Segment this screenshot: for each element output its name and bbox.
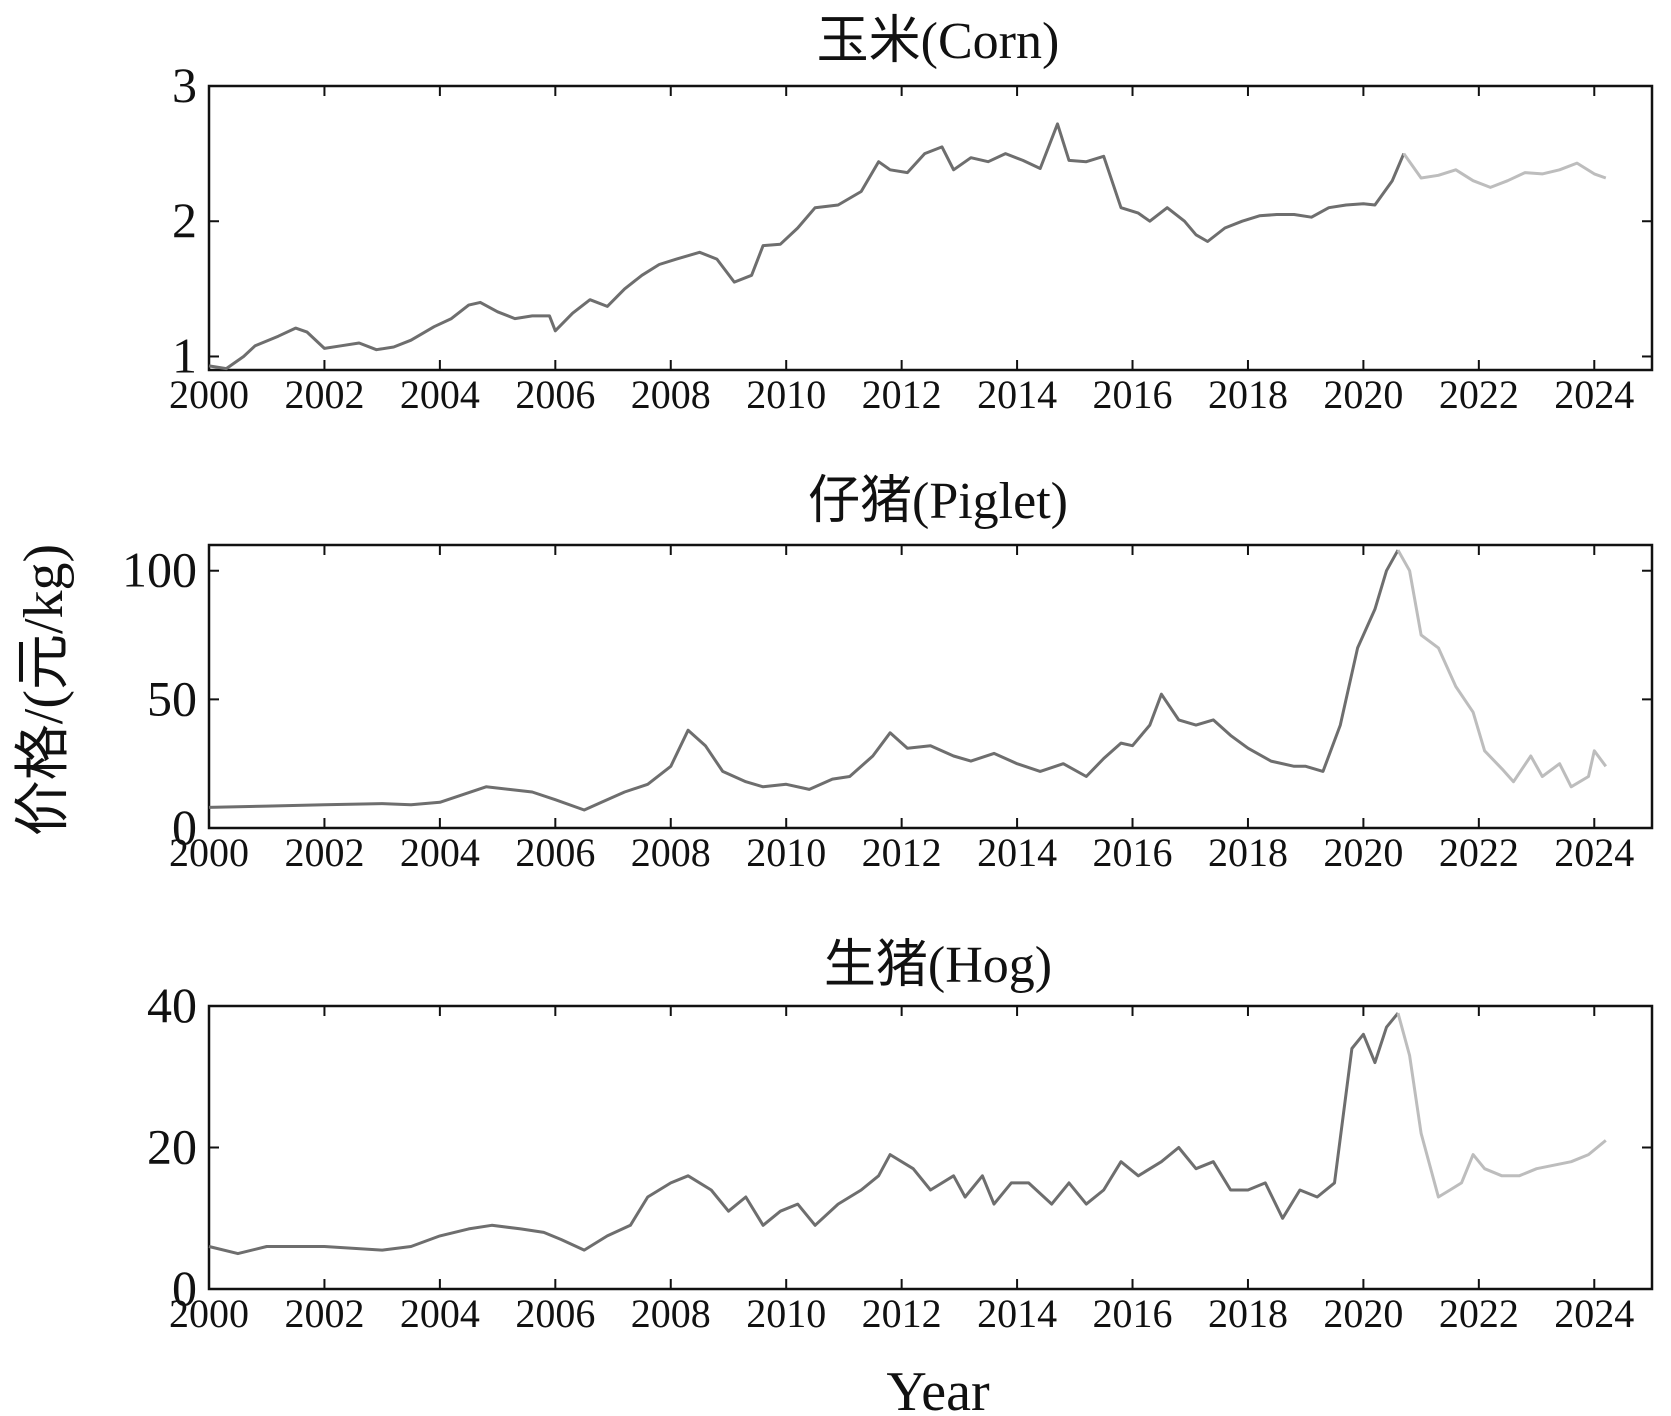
hog-panel-title: 生猪(Hog) — [824, 937, 1052, 994]
corn-y-tick-label: 2 — [172, 192, 197, 248]
corn-x-tick-label: 2014 — [977, 372, 1057, 417]
corn-x-tick-label: 2010 — [746, 372, 826, 417]
piglet-x-tick-label: 2010 — [746, 830, 826, 875]
y-axis-label: 价格/(元/kg) — [13, 544, 75, 836]
hog-x-tick-label: 2014 — [977, 1291, 1057, 1336]
hog-x-tick-label: 2022 — [1439, 1291, 1519, 1336]
hog-x-tick-label: 2004 — [400, 1291, 480, 1336]
corn-plot-frame — [207, 84, 1654, 372]
hog-panel: 生猪(Hog) 2000 2002 2004 2006 2008 2010 2012 2014… — [147, 937, 1654, 1336]
hog-x-tick-label: 2008 — [631, 1291, 711, 1336]
hog-x-tick-label: 2018 — [1208, 1291, 1288, 1336]
piglet-x-tick-label: 2024 — [1554, 830, 1634, 875]
hog-x-tick-label: 2002 — [284, 1291, 364, 1336]
piglet-x-tick-label: 2002 — [284, 830, 364, 875]
hog-y-tick-label: 20 — [147, 1119, 197, 1175]
piglet-x-tick-label: 2000 — [169, 830, 249, 875]
corn-x-tick-label: 2024 — [1554, 372, 1634, 417]
corn-x-tick-label: 2018 — [1208, 372, 1288, 417]
corn-y-tick-label: 3 — [172, 57, 197, 113]
piglet-x-tick-label: 2016 — [1093, 830, 1173, 875]
hog-x-tick-label: 2020 — [1323, 1291, 1403, 1336]
hog-y-tick-label: 0 — [172, 1260, 197, 1316]
piglet-y-tick-label: 50 — [147, 670, 197, 726]
corn-x-tick-label: 2012 — [862, 372, 942, 417]
hog-x-tick-label: 2016 — [1093, 1291, 1173, 1336]
corn-x-tick-label: 2020 — [1323, 372, 1403, 417]
corn-x-tick-label: 2000 — [169, 372, 249, 417]
corn-panel-title: 玉米(Corn) — [817, 13, 1060, 70]
piglet-y-tick-label: 0 — [172, 799, 197, 855]
piglet-x-tick-label: 2012 — [862, 830, 942, 875]
corn-x-tick-label: 2002 — [284, 372, 364, 417]
piglet-x-tick-label: 2020 — [1323, 830, 1403, 875]
piglet-panel-title: 仔猪(Piglet) — [808, 473, 1068, 530]
hog-x-tick-label: 2010 — [746, 1291, 826, 1336]
corn-x-tick-label: 2008 — [631, 372, 711, 417]
hog-x-tick-label: 2024 — [1554, 1291, 1634, 1336]
piglet-forecast-line — [1396, 549, 1608, 789]
hog-x-tick-label: 2006 — [515, 1291, 595, 1336]
piglet-x-tick-label: 2006 — [515, 830, 595, 875]
piglet-x-tick-label: 2018 — [1208, 830, 1288, 875]
hog-x-tick-label: 2000 — [169, 1291, 249, 1336]
piglet-x-tick-label: 2022 — [1439, 830, 1519, 875]
piglet-historical-line — [208, 549, 1400, 812]
corn-x-tick-label: 2006 — [515, 372, 595, 417]
piglet-y-tick-label: 100 — [122, 542, 197, 598]
hog-forecast-line — [1396, 1012, 1607, 1199]
hog-y-tick-label: 40 — [147, 977, 197, 1033]
corn-historical-line — [208, 122, 1406, 371]
piglet-panel: 仔猪(Piglet) 2000 2002 2004 2006 2008 2010 2012 2… — [122, 473, 1654, 875]
hog-historical-line — [208, 1012, 1400, 1256]
x-axis-label: Year — [886, 1361, 990, 1416]
corn-panel: 玉米(Corn) 2000 2002 2004 2006 2008 2010 2012 201… — [169, 13, 1654, 417]
piglet-x-tick-label: 2004 — [400, 830, 480, 875]
hog-plot-frame — [207, 1004, 1654, 1291]
piglet-plot-frame — [207, 543, 1654, 830]
hog-x-tick-label: 2012 — [862, 1291, 942, 1336]
corn-x-tick-label: 2004 — [400, 372, 480, 417]
corn-x-tick-label: 2022 — [1439, 372, 1519, 417]
piglet-x-tick-label: 2008 — [631, 830, 711, 875]
piglet-x-tick-label: 2014 — [977, 830, 1057, 875]
corn-x-tick-label: 2016 — [1093, 372, 1173, 417]
corn-y-tick-label: 1 — [172, 327, 197, 383]
corn-forecast-line — [1402, 152, 1607, 189]
